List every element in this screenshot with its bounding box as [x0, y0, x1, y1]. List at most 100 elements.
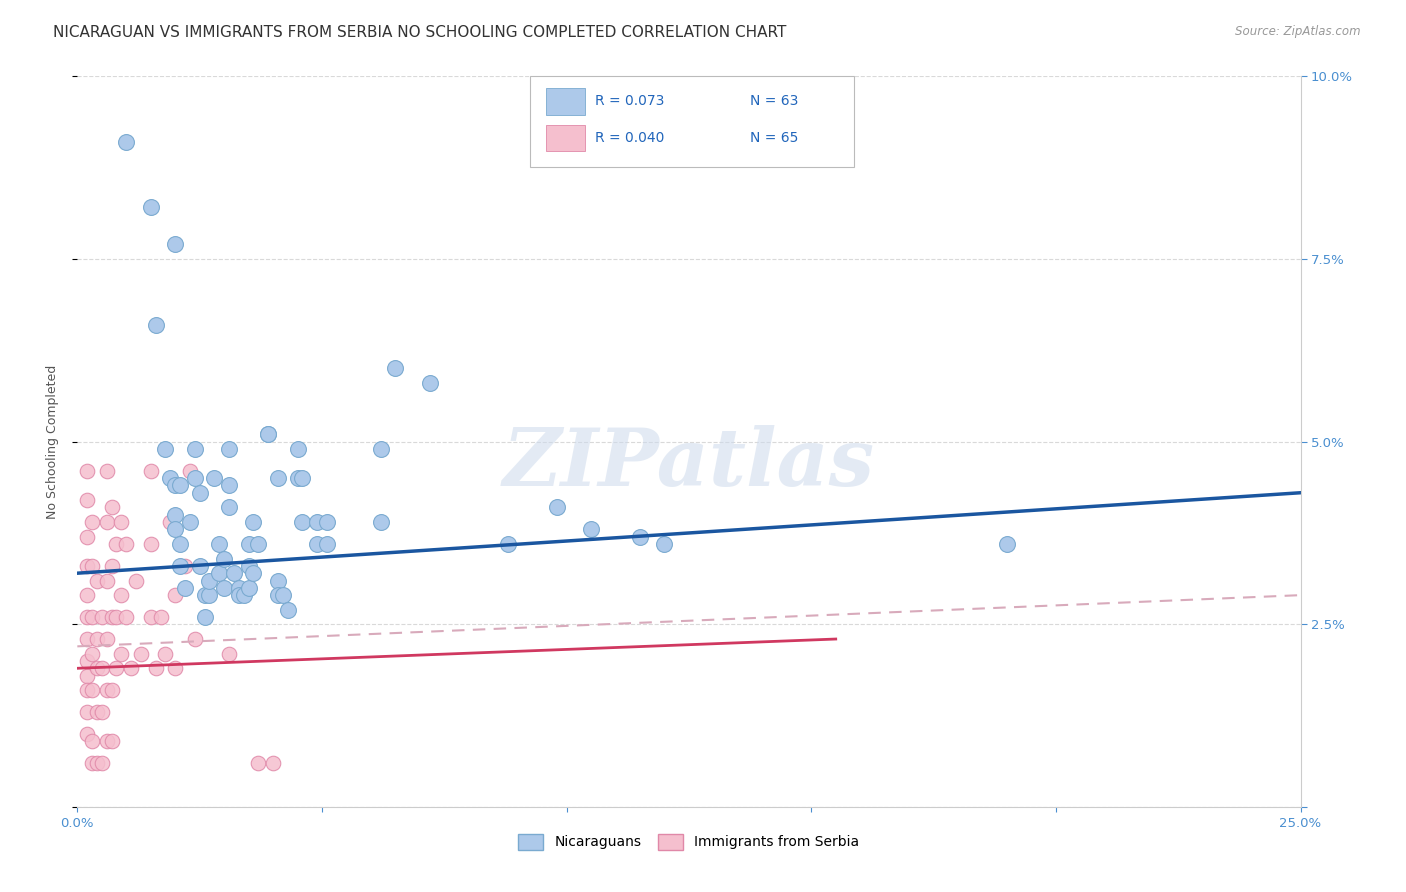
Text: NICARAGUAN VS IMMIGRANTS FROM SERBIA NO SCHOOLING COMPLETED CORRELATION CHART: NICARAGUAN VS IMMIGRANTS FROM SERBIA NO …: [53, 25, 787, 40]
Point: [90, 705, 112, 719]
Point: [100, 500, 122, 515]
Point: [262, 756, 284, 771]
Point: [238, 537, 260, 551]
Point: [291, 471, 314, 485]
Point: [291, 515, 314, 529]
Point: [80, 610, 103, 624]
Point: [76, 632, 98, 646]
Point: [247, 756, 270, 771]
Point: [115, 135, 138, 149]
Point: [384, 361, 406, 376]
Point: [96, 515, 118, 529]
FancyBboxPatch shape: [546, 88, 585, 114]
Point: [212, 581, 235, 595]
Point: [120, 661, 142, 675]
Point: [125, 574, 148, 588]
Point: [208, 537, 231, 551]
Point: [80, 734, 103, 748]
Point: [100, 558, 122, 573]
Text: ZIPatlas: ZIPatlas: [503, 425, 875, 502]
Point: [370, 515, 392, 529]
Point: [315, 515, 337, 529]
FancyBboxPatch shape: [546, 125, 585, 151]
Y-axis label: No Schooling Completed: No Schooling Completed: [46, 365, 59, 518]
Point: [228, 588, 250, 602]
Point: [100, 734, 122, 748]
Point: [76, 530, 98, 544]
Point: [995, 537, 1018, 551]
Point: [129, 647, 152, 661]
Text: R = 0.040: R = 0.040: [595, 131, 664, 145]
Point: [86, 756, 108, 771]
Point: [307, 515, 329, 529]
Point: [307, 537, 329, 551]
Point: [202, 471, 225, 485]
Point: [242, 566, 264, 581]
Point: [80, 515, 103, 529]
Point: [96, 574, 118, 588]
Text: N = 63: N = 63: [751, 95, 799, 109]
Point: [242, 515, 264, 529]
Point: [169, 537, 191, 551]
Point: [139, 537, 162, 551]
Point: [193, 588, 215, 602]
Point: [184, 632, 207, 646]
Point: [193, 610, 215, 624]
Point: [654, 537, 676, 551]
Point: [174, 581, 197, 595]
Point: [267, 588, 290, 602]
Point: [188, 558, 211, 573]
Point: [218, 442, 240, 456]
Point: [370, 442, 392, 456]
FancyBboxPatch shape: [530, 76, 853, 168]
Point: [145, 661, 167, 675]
Point: [76, 588, 98, 602]
Point: [86, 705, 108, 719]
Point: [105, 537, 128, 551]
Point: [238, 581, 260, 595]
Point: [139, 464, 162, 478]
Point: [257, 427, 280, 442]
Point: [228, 581, 250, 595]
Text: N = 65: N = 65: [751, 131, 799, 145]
Point: [222, 566, 245, 581]
Point: [232, 588, 254, 602]
Point: [165, 522, 187, 536]
Point: [76, 654, 98, 668]
Point: [110, 647, 132, 661]
Point: [90, 756, 112, 771]
Point: [238, 558, 260, 573]
Point: [80, 756, 103, 771]
Point: [267, 574, 290, 588]
Point: [419, 376, 441, 390]
Legend: Nicaraguans, Immigrants from Serbia: Nicaraguans, Immigrants from Serbia: [513, 828, 865, 855]
Point: [287, 471, 309, 485]
Point: [96, 734, 118, 748]
Point: [496, 537, 519, 551]
Point: [110, 588, 132, 602]
Text: Source: ZipAtlas.com: Source: ZipAtlas.com: [1236, 25, 1361, 38]
Point: [184, 442, 207, 456]
Point: [76, 493, 98, 508]
Point: [628, 530, 651, 544]
Point: [96, 683, 118, 698]
Point: [165, 237, 187, 252]
Point: [165, 661, 187, 675]
Point: [218, 478, 240, 492]
Point: [86, 632, 108, 646]
Point: [579, 522, 602, 536]
Point: [76, 558, 98, 573]
Point: [247, 537, 270, 551]
Point: [80, 558, 103, 573]
Point: [76, 683, 98, 698]
Point: [159, 471, 181, 485]
Point: [90, 661, 112, 675]
Point: [159, 515, 181, 529]
Point: [145, 318, 167, 332]
Point: [198, 574, 221, 588]
Point: [90, 610, 112, 624]
Point: [174, 558, 197, 573]
Point: [149, 610, 172, 624]
Point: [546, 500, 568, 515]
Point: [96, 632, 118, 646]
